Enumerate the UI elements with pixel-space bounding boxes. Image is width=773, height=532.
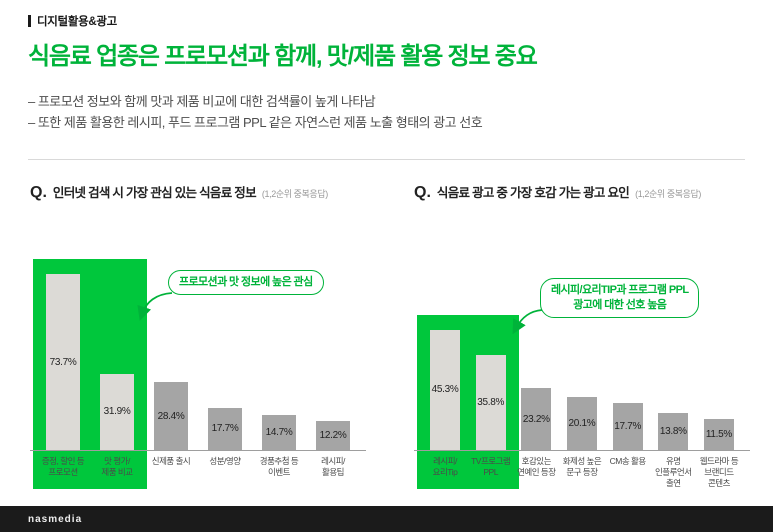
annotation-text: 프로모션과 맛 정보에 높은 관심 — [168, 269, 324, 295]
category-label: 화제성 높은 문구 등장 — [562, 455, 602, 477]
bar: 23.2% — [521, 388, 552, 450]
bar: 12.2% — [316, 420, 350, 450]
bar-value-label: 35.8% — [477, 396, 505, 408]
category-labels: 레시피/ 요리Tip TV프로그램 PPL 호감있는 연예인 등장 화제성 높은 문구… — [414, 451, 750, 489]
category-label: 맛 평가/ 제품 비교 — [101, 455, 133, 477]
section-label: 디지털활용&광고 — [37, 16, 117, 28]
category-label: 신제품 출시 — [151, 455, 191, 466]
curved-arrow-icon — [137, 291, 173, 321]
bullet-2: – 또한 제품 활용한 레시피, 푸드 프로그램 PPL 같은 자연스런 제품 … — [28, 115, 483, 131]
category-label: TV프로그램 PPL — [471, 455, 511, 477]
bar: 35.8% — [475, 354, 506, 450]
bar: 20.1% — [566, 396, 597, 450]
page-title: 식음료 업종은 프로모션과 함께, 맛/제품 활용 정보 중요 — [28, 43, 538, 70]
bar-chart: 45.3% 35.8% 23.2% 20.1% 17.7% 13.8% 11.5% 레시피/… — [414, 246, 750, 489]
category-label: 호감있는 연예인 등장 — [517, 455, 556, 477]
q-mark: Q. — [414, 183, 431, 201]
bar: 14.7% — [262, 414, 296, 450]
category-label: 레시피/ 요리Tip — [432, 455, 458, 477]
bar-item: 35.8% — [470, 354, 512, 450]
bar-value-label: 17.7% — [614, 420, 642, 432]
bar-item: 12.2% — [310, 420, 356, 450]
bar-item: 11.5% — [698, 419, 740, 450]
chart-question-row: Q. 인터넷 검색 시 가장 관심 있는 식음료 정보 (1,2순위 중복응답) — [30, 182, 366, 202]
bar: 11.5% — [703, 419, 734, 450]
chart-question: 인터넷 검색 시 가장 관심 있는 식음료 정보 — [52, 185, 257, 200]
bar-value-label: 14.7% — [265, 426, 293, 438]
bar-value-label: 45.3% — [431, 384, 459, 396]
footer-brand: nasmedia — [28, 513, 83, 525]
bar: 17.7% — [208, 407, 242, 450]
q-mark: Q. — [30, 183, 47, 201]
chart-question: 식음료 광고 중 가장 호감 가는 광고 요인 — [436, 185, 630, 200]
bar-value-label: 23.2% — [522, 413, 550, 425]
bar-value-label: 13.8% — [659, 426, 687, 438]
category-labels: 증정, 할인 등 프로모션 맛 평가/ 제품 비교 신제품 출시 성분/영양 경품추첨 … — [30, 451, 366, 478]
chart-ad-appeal: Q. 식음료 광고 중 가장 호감 가는 광고 요인 (1,2순위 중복응답) … — [414, 182, 750, 489]
bar: 31.9% — [100, 373, 134, 450]
bar-value-label: 17.7% — [211, 423, 239, 435]
chart-note: (1,2순위 중복응답) — [261, 188, 328, 199]
bar-item: 28.4% — [148, 382, 194, 450]
curved-arrow-icon — [512, 308, 543, 334]
section-kicker: 디지털활용&광고 — [28, 13, 745, 29]
charts-row: Q. 인터넷 검색 시 가장 관심 있는 식음료 정보 (1,2순위 중복응답)… — [0, 160, 773, 489]
bars: 45.3% 35.8% 23.2% 20.1% 17.7% 13.8% 11.5% — [414, 246, 750, 451]
bar-value-label: 28.4% — [157, 410, 185, 422]
bar-value-label: 12.2% — [319, 429, 347, 441]
category-label: 경품추첨 등 이벤트 — [259, 455, 299, 477]
bar-value-label: 20.1% — [568, 417, 596, 429]
bar: 73.7% — [46, 274, 80, 450]
top-bar: 디지털활용&광고 — [0, 0, 773, 29]
bar-item: 17.7% — [607, 402, 649, 450]
bar: 13.8% — [658, 413, 689, 450]
category-label: 레시피/ 활용팁 — [321, 455, 345, 477]
summary-bullets: – 프로모션 정보와 함께 맛과 제품 비교에 대한 검색률이 높게 나타남 –… — [0, 71, 773, 134]
bar-chart: 73.7% 31.9% 28.4% 17.7% 14.7% 12.2% 증정, 할인 등 … — [30, 246, 366, 489]
category-label: 유명 인플루언서 출연 — [654, 455, 692, 488]
chart-note: (1,2순위 중복응답) — [635, 188, 701, 199]
bar-item: 14.7% — [256, 414, 302, 450]
divider — [28, 158, 745, 160]
bars: 73.7% 31.9% 28.4% 17.7% 14.7% 12.2% — [30, 246, 366, 451]
bar-item: 73.7% — [40, 274, 86, 450]
annotation-text: 레시피/요리TIP과 프로그램 PPL 광고에 대한 선호 높음 — [540, 277, 700, 318]
bar-item: 20.1% — [561, 396, 603, 450]
category-label: 성분/영양 — [209, 455, 241, 466]
chart-question-row: Q. 식음료 광고 중 가장 호감 가는 광고 요인 (1,2순위 중복응답) — [414, 182, 750, 202]
category-label: 웹드라마 등 브랜디드 콘텐츠 — [699, 455, 739, 488]
bar-item: 13.8% — [652, 413, 694, 450]
section-marker — [28, 15, 31, 27]
chart-search-interest: Q. 인터넷 검색 시 가장 관심 있는 식음료 정보 (1,2순위 중복응답)… — [30, 182, 366, 489]
bar-value-label: 11.5% — [705, 429, 732, 441]
bar-value-label: 73.7% — [49, 356, 77, 368]
bar-item: 31.9% — [94, 373, 140, 450]
bullet-1: – 프로모션 정보와 함께 맛과 제품 비교에 대한 검색률이 높게 나타남 — [28, 94, 376, 109]
bar-item: 23.2% — [515, 388, 557, 450]
bar-value-label: 31.9% — [103, 406, 131, 418]
bar: 17.7% — [612, 402, 643, 450]
category-label: 증정, 할인 등 프로모션 — [41, 455, 85, 477]
bar-item: 17.7% — [202, 407, 248, 450]
footer-bar: nasmedia — [0, 506, 773, 532]
bar: 28.4% — [154, 382, 188, 450]
bar: 45.3% — [430, 329, 460, 450]
bar-item: 45.3% — [424, 329, 466, 450]
category-label: CM송 활용 — [609, 455, 647, 466]
